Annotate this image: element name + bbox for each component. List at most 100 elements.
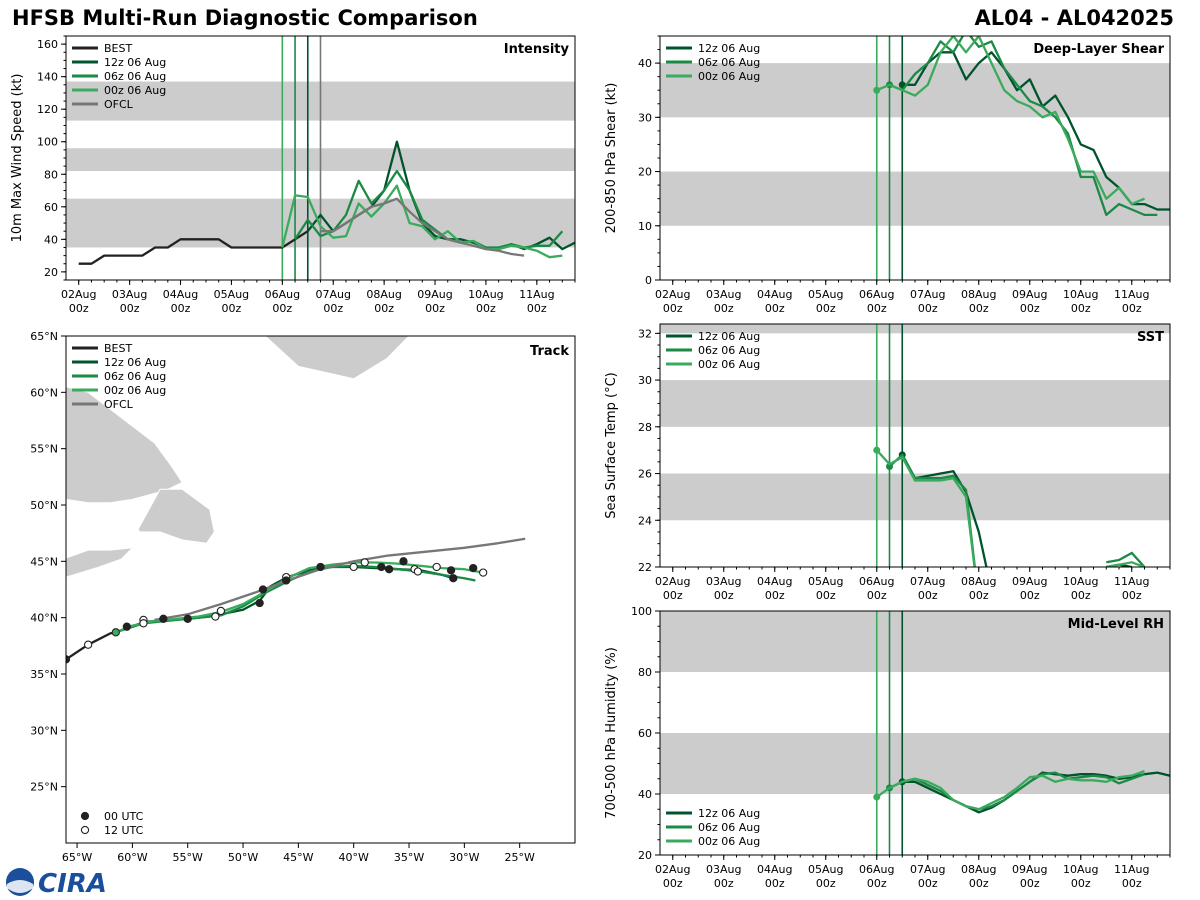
rh-shaded-band: [660, 611, 1170, 672]
rh-x-tick-hour: 00z: [969, 877, 989, 890]
track-marker-00utc: [449, 574, 458, 583]
intensity-x-tick-hour: 00z: [323, 302, 343, 315]
sst-series-start-point: [886, 463, 893, 471]
sst-x-tick-hour: 00z: [663, 589, 683, 602]
track-lat-label: 35°N: [30, 668, 58, 681]
shear-series-run06: [889, 36, 1158, 217]
track-legend-label: 00z 06 Aug: [104, 384, 166, 397]
intensity-series-best: [78, 230, 309, 265]
track-marker-00utc: [316, 562, 325, 572]
shear-x-tick-date: 09Aug: [1012, 288, 1047, 301]
track-marker-00utc: [384, 565, 394, 574]
track-lon-label: 35°W: [394, 851, 424, 864]
rh-x-tick-hour: 00z: [1020, 877, 1040, 890]
sst-x-tick-hour: 00z: [765, 589, 785, 602]
intensity-y-tick-label: 20: [44, 266, 58, 279]
rh-x-tick-hour: 00z: [816, 877, 836, 890]
shear-y-tick-label: 10: [638, 220, 652, 233]
sst-x-tick-hour: 00z: [1020, 589, 1040, 602]
shear-x-tick-date: 02Aug: [655, 288, 690, 301]
intensity-x-tick-hour: 00z: [222, 302, 242, 315]
track-legend-label: BEST: [104, 342, 132, 355]
track-axes-frame: [65, 335, 576, 844]
track-marker-00utc: [258, 585, 268, 594]
rh-x-tick-hour: 00z: [1122, 877, 1142, 890]
intensity-y-tick-label: 140: [37, 71, 58, 84]
sst-x-tick-hour: 00z: [1122, 589, 1142, 602]
marker-legend-open-icon: [80, 825, 90, 835]
sst-x-tick-hour: 00z: [816, 589, 836, 602]
track-marker-00utc: [399, 557, 408, 566]
shear-x-tick-date: 05Aug: [808, 288, 843, 301]
intensity-y-tick-label: 40: [44, 233, 58, 246]
track-marker-12utc: [216, 606, 226, 616]
shear-x-tick-hour: 00z: [816, 302, 836, 315]
track-lon-label: 60°W: [117, 851, 147, 864]
track-marker-12utc: [479, 568, 488, 577]
sst-x-tick-date: 04Aug: [757, 575, 792, 588]
shear-x-tick-hour: 00z: [765, 302, 785, 315]
track-marker-00utc: [255, 598, 264, 608]
sst-x-tick-date: 03Aug: [706, 575, 741, 588]
shear-x-tick-date: 10Aug: [1063, 288, 1098, 301]
intensity-x-tick-hour: 00z: [120, 302, 140, 315]
intensity-x-tick-hour: 00z: [527, 302, 547, 315]
track-lat-label: 60°N: [30, 386, 58, 399]
track-marker-00utc: [282, 576, 291, 585]
rh-y-tick-label: 20: [638, 849, 652, 862]
track-lon-label: 50°W: [228, 851, 258, 864]
track-legend-label: 06z 06 Aug: [104, 370, 166, 383]
track-legend-label: OFCL: [104, 398, 134, 411]
rh-x-tick-date: 05Aug: [808, 863, 843, 876]
intensity-y-axis-label: 10m Max Wind Speed (kt): [10, 74, 25, 243]
intensity-y-tick-label: 100: [37, 136, 58, 149]
shear-x-tick-date: 07Aug: [910, 288, 945, 301]
shear-series-start-point: [873, 86, 881, 94]
shear-y-tick-label: 30: [638, 111, 652, 124]
shear-x-tick-hour: 00z: [867, 302, 887, 315]
rh-series-run00: [876, 770, 1145, 811]
track-line-ofcl: [154, 537, 526, 622]
shear-x-tick-hour: 00z: [918, 302, 938, 315]
shear-legend-label: 00z 06 Aug: [698, 70, 760, 83]
track-marker-00utc: [183, 614, 192, 623]
figure-title: HFSB Multi-Run Diagnostic Comparison: [12, 6, 478, 30]
shear-shaded-band: [660, 171, 1170, 226]
rh-x-tick-date: 03Aug: [706, 863, 741, 876]
rh-panel: 2040608010002Aug00z03Aug00z04Aug00z05Aug…: [604, 605, 1171, 890]
rh-shaded-band: [660, 733, 1170, 794]
track-lon-label: 45°W: [283, 851, 313, 864]
sst-x-tick-date: 05Aug: [808, 575, 843, 588]
shear-y-axis-label: 200-850 hPa Shear (kt): [604, 83, 619, 234]
track-lat-label: 40°N: [30, 612, 58, 625]
rh-x-tick-date: 02Aug: [655, 863, 690, 876]
shear-x-tick-hour: 00z: [1071, 302, 1091, 315]
track-lat-label: 25°N: [30, 781, 58, 794]
intensity-x-tick-hour: 00z: [272, 302, 292, 315]
shear-x-tick-hour: 00z: [969, 302, 989, 315]
intensity-x-tick-date: 02Aug: [61, 288, 96, 301]
marker-legend-12utc: 12 UTC: [104, 824, 144, 837]
rh-x-tick-hour: 00z: [663, 877, 683, 890]
nova-scotia-land: [66, 547, 134, 578]
sst-x-tick-date: 07Aug: [910, 575, 945, 588]
rh-x-tick-date: 07Aug: [910, 863, 945, 876]
intensity-panel-title: Intensity: [504, 42, 570, 57]
shear-y-tick-label: 20: [638, 166, 652, 179]
intensity-x-tick-date: 07Aug: [315, 288, 350, 301]
intensity-x-tick-hour: 00z: [374, 302, 394, 315]
intensity-y-tick-label: 60: [44, 201, 58, 214]
rh-y-tick-label: 100: [631, 605, 652, 618]
rh-x-tick-date: 04Aug: [757, 863, 792, 876]
rh-series-run06: [889, 771, 1145, 811]
intensity-x-tick-hour: 00z: [476, 302, 496, 315]
rh-x-tick-hour: 00z: [714, 877, 734, 890]
rh-y-tick-label: 40: [638, 788, 652, 801]
track-marker-12utc: [432, 562, 441, 572]
sst-series-run06-tail: [1106, 551, 1146, 567]
shear-x-tick-date: 08Aug: [961, 288, 996, 301]
intensity-y-tick-label: 80: [44, 168, 58, 181]
sst-x-tick-date: 02Aug: [655, 575, 690, 588]
intensity-panel: 2040608010012014016002Aug00z03Aug00z04Au…: [10, 35, 576, 315]
track-panel-title: Track: [530, 344, 569, 359]
